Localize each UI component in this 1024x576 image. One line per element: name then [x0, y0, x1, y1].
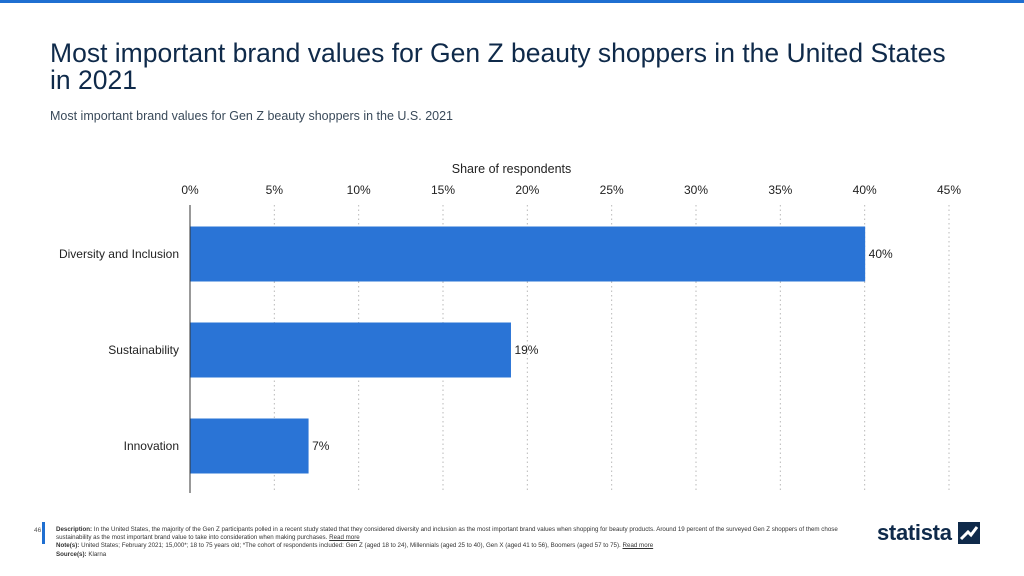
category-label: Diversity and Inclusion — [59, 247, 179, 261]
bar-chart: Share of respondents 0% 5% 10% 15% 20% 25% 30% 3… — [59, 162, 961, 493]
footer-notes: Description: In the United States, the m… — [56, 526, 846, 559]
description-line: Description: In the United States, the m… — [56, 526, 846, 542]
notes-label: Note(s): — [56, 542, 80, 550]
source-label: Source(s): — [56, 550, 87, 558]
top-accent-bar — [0, 0, 1024, 3]
bar — [190, 322, 511, 378]
footer-accent-bar — [42, 522, 45, 544]
x-tick-label: 30% — [684, 183, 708, 197]
category-label: Innovation — [124, 439, 179, 453]
x-tick-label: 40% — [853, 183, 877, 197]
bar — [190, 418, 309, 474]
x-tick-label: 5% — [266, 183, 284, 197]
statista-logo[interactable]: statista — [877, 520, 980, 546]
source-text: Klarna — [88, 550, 107, 558]
x-axis-title: Share of respondents — [452, 162, 572, 176]
page-number: 46 — [34, 527, 42, 534]
data-label: 19% — [514, 343, 538, 357]
statista-logo-icon — [957, 522, 980, 544]
source-line: Source(s): Klarna — [56, 551, 846, 559]
bar — [190, 226, 866, 282]
page-title: Most important brand values for Gen Z be… — [50, 38, 946, 95]
x-tick-label: 20% — [515, 183, 539, 197]
x-tick-label: 35% — [768, 183, 792, 197]
data-label: 40% — [869, 247, 893, 261]
x-tick-label: 10% — [347, 183, 371, 197]
category-label: Sustainability — [108, 343, 179, 357]
data-label: 7% — [312, 439, 330, 453]
description-read-more-link[interactable]: Read more — [329, 534, 360, 542]
x-tick-label: 0% — [181, 183, 199, 197]
x-tick-label: 45% — [937, 183, 961, 197]
description-text: In the United States, the majority of th… — [56, 526, 838, 542]
page-subtitle: Most important brand values for Gen Z be… — [50, 109, 453, 123]
description-label: Description: — [56, 526, 93, 533]
logo-text: statista — [877, 520, 952, 545]
x-tick-label: 15% — [431, 183, 455, 197]
notes-line: Note(s): United States; February 2021; 1… — [56, 542, 846, 550]
notes-text: United States; February 2021; 15,000*; 1… — [81, 542, 621, 550]
x-tick-label: 25% — [600, 183, 624, 197]
notes-read-more-link[interactable]: Read more — [622, 542, 654, 550]
